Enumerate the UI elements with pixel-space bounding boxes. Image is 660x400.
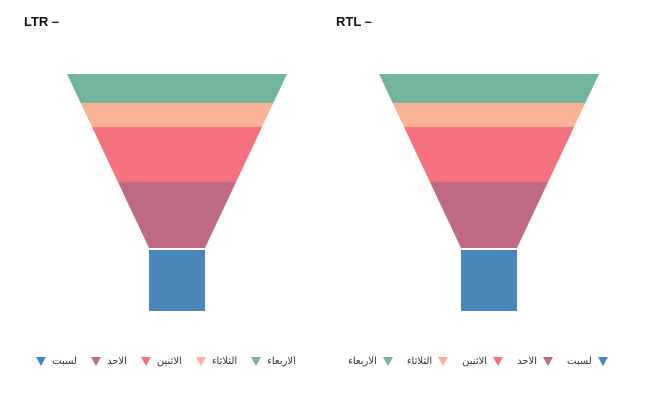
rtl-legend-label: لسبت <box>567 356 592 367</box>
rtl-funnel-segment-4 <box>429 182 549 248</box>
rtl-chart-panel: RTL – الاربعاء الثلاثاء الاثنين الاحد لسبت <box>322 0 634 400</box>
ltr-legend-label: الاحد <box>106 356 127 367</box>
ltr-legend-item[interactable]: الاربعاء <box>251 356 296 367</box>
ltr-funnel-chart <box>67 74 287 311</box>
ltr-legend-label: الثلاثاء <box>211 356 238 367</box>
ltr-legend-label: الاربعاء <box>267 356 296 367</box>
ltr-legend-label: الاثنين <box>156 356 182 367</box>
ltr-legend-item[interactable]: لسبت <box>36 356 77 367</box>
rtl-legend-item[interactable]: الاربعاء <box>348 356 393 367</box>
ltr-funnel-segment-1 <box>67 74 287 103</box>
triangle-down-icon <box>493 357 504 366</box>
triangle-down-icon <box>382 357 393 366</box>
ltr-funnel-segment-5 <box>149 250 205 311</box>
rtl-legend-label: الاثنين <box>462 356 488 367</box>
rtl-legend-label: الاربعاء <box>348 356 377 367</box>
rtl-legend-item[interactable]: الثلاثاء <box>406 356 449 367</box>
rtl-funnel-segment-2 <box>392 103 586 127</box>
ltr-funnel-segment-3 <box>91 127 263 182</box>
triangle-down-icon <box>140 357 151 366</box>
ltr-chart-panel: LTR – لسبت الاحد الاثنين الثلاثاء الاربعاء <box>10 0 322 400</box>
rtl-funnel-segment-1 <box>379 74 599 103</box>
rtl-chart-title: RTL – <box>336 14 372 29</box>
rtl-funnel-segment-3 <box>403 127 575 182</box>
ltr-legend-item[interactable]: الاحد <box>90 356 127 367</box>
ltr-legend: لسبت الاحد الاثنين الثلاثاء الاربعاء <box>10 356 322 367</box>
ltr-funnel-segment-2 <box>80 103 274 127</box>
triangle-down-icon <box>36 357 47 366</box>
triangle-down-icon <box>251 357 262 366</box>
ltr-chart-title: LTR – <box>24 14 60 29</box>
triangle-down-icon <box>543 357 554 366</box>
rtl-legend-item[interactable]: الاحد <box>517 356 554 367</box>
triangle-down-icon <box>438 357 449 366</box>
ltr-funnel-segment-4 <box>117 182 237 248</box>
triangle-down-icon <box>195 357 206 366</box>
rtl-legend-item[interactable]: لسبت <box>567 356 608 367</box>
rtl-legend: الاربعاء الثلاثاء الاثنين الاحد لسبت <box>322 356 634 367</box>
ltr-legend-label: لسبت <box>52 356 77 367</box>
rtl-funnel-segment-5 <box>461 250 517 311</box>
triangle-down-icon <box>90 357 101 366</box>
ltr-legend-item[interactable]: الاثنين <box>140 356 182 367</box>
rtl-funnel-chart <box>379 74 599 311</box>
triangle-down-icon <box>597 357 608 366</box>
rtl-legend-item[interactable]: الاثنين <box>462 356 504 367</box>
ltr-legend-item[interactable]: الثلاثاء <box>195 356 238 367</box>
rtl-legend-label: الثلاثاء <box>406 356 433 367</box>
rtl-legend-label: الاحد <box>517 356 538 367</box>
